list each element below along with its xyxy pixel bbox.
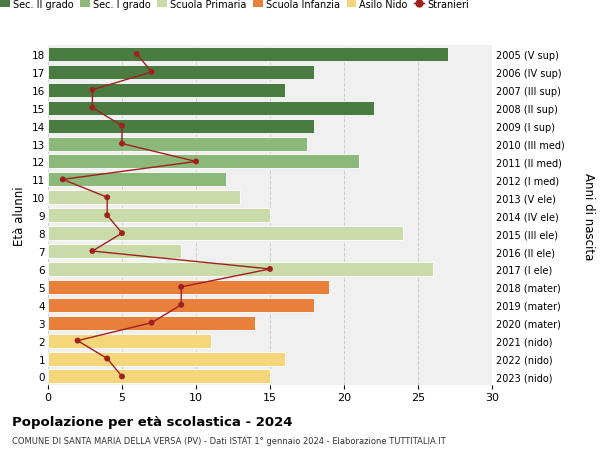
Bar xyxy=(48,316,255,330)
Bar xyxy=(48,119,314,133)
Bar xyxy=(48,334,211,348)
Point xyxy=(147,319,157,327)
Point xyxy=(88,87,97,94)
Bar xyxy=(48,280,329,294)
Point xyxy=(103,194,112,202)
Bar xyxy=(48,191,241,205)
Bar xyxy=(48,48,448,62)
Bar xyxy=(48,155,359,169)
Bar xyxy=(48,137,307,151)
Point xyxy=(88,248,97,255)
Point xyxy=(176,284,186,291)
Bar xyxy=(48,369,270,384)
Bar xyxy=(48,263,433,276)
Bar xyxy=(48,101,374,116)
Bar xyxy=(48,209,270,223)
Bar xyxy=(48,66,314,80)
Point xyxy=(176,302,186,309)
Bar xyxy=(48,84,285,98)
Text: COMUNE DI SANTA MARIA DELLA VERSA (PV) - Dati ISTAT 1° gennaio 2024 - Elaborazio: COMUNE DI SANTA MARIA DELLA VERSA (PV) -… xyxy=(12,436,446,445)
Y-axis label: Età alunni: Età alunni xyxy=(13,186,26,246)
Y-axis label: Anni di nascita: Anni di nascita xyxy=(581,172,595,259)
Bar xyxy=(48,352,285,366)
Point xyxy=(265,266,275,273)
Point xyxy=(73,337,82,345)
Point xyxy=(103,355,112,363)
Point xyxy=(117,123,127,130)
Point xyxy=(58,176,68,184)
Legend: Sec. II grado, Sec. I grado, Scuola Primaria, Scuola Infanzia, Asilo Nido, Stran: Sec. II grado, Sec. I grado, Scuola Prim… xyxy=(0,0,469,10)
Bar xyxy=(48,245,181,258)
Bar xyxy=(48,227,403,241)
Bar xyxy=(48,173,226,187)
Point xyxy=(147,69,157,76)
Bar xyxy=(48,298,314,312)
Point xyxy=(88,105,97,112)
Point xyxy=(117,140,127,148)
Point xyxy=(103,212,112,219)
Point xyxy=(191,158,201,166)
Point xyxy=(117,373,127,381)
Point xyxy=(117,230,127,237)
Point xyxy=(132,51,142,58)
Text: Popolazione per età scolastica - 2024: Popolazione per età scolastica - 2024 xyxy=(12,415,293,428)
